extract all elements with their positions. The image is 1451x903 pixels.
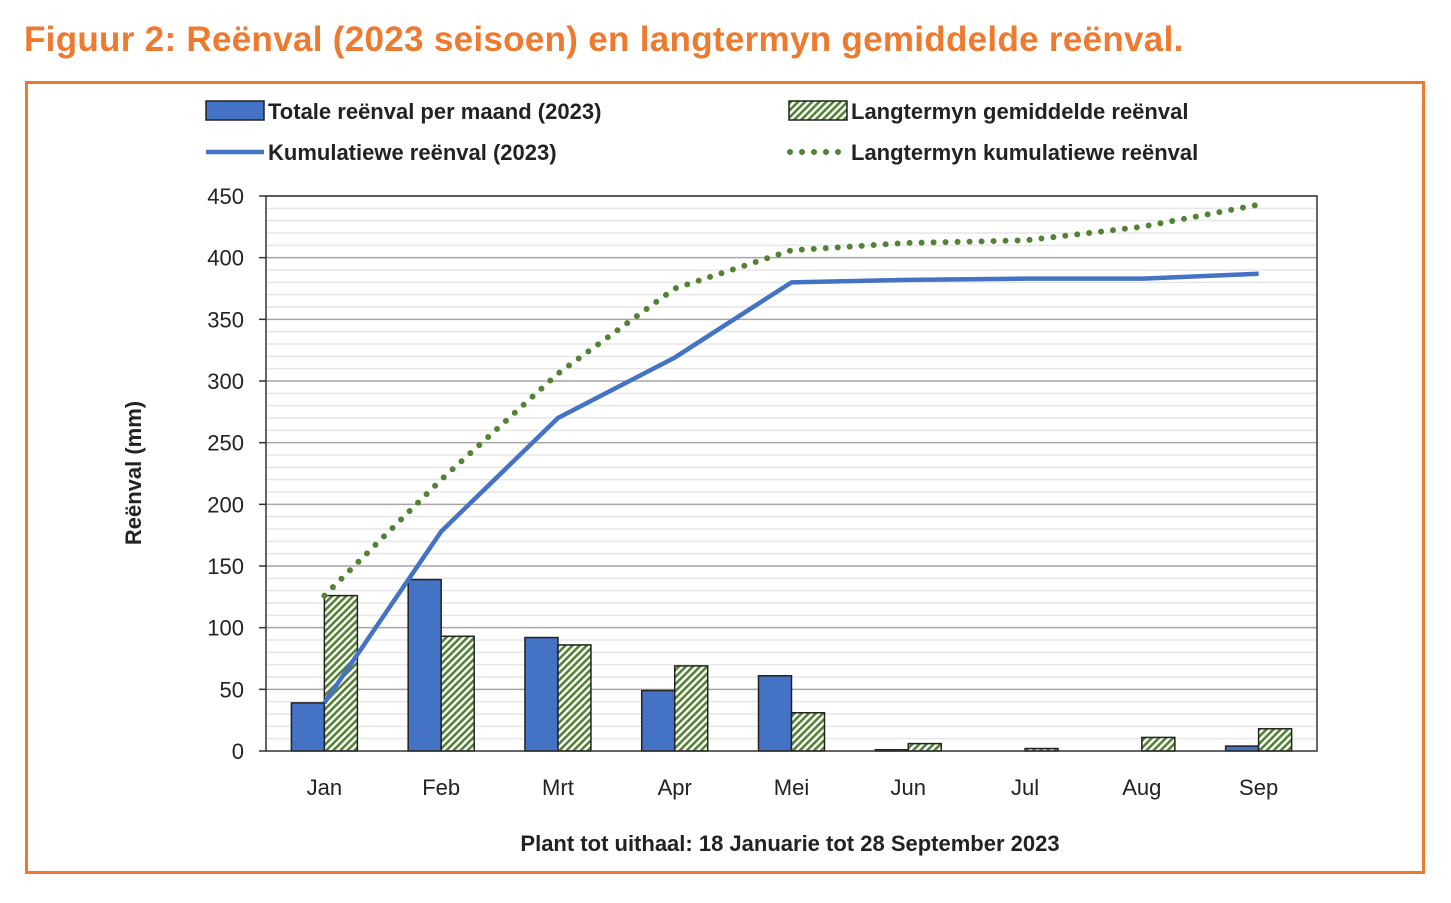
- line-longterm-cumulative: [321, 201, 1262, 599]
- x-axis-label: Plant tot uithaal: 18 Januarie tot 28 Se…: [520, 831, 1059, 856]
- y-tick-label: 350: [207, 307, 244, 332]
- bar-monthly-2023: [290, 702, 326, 752]
- x-tick-label: Apr: [658, 775, 692, 800]
- bar-longterm-avg: [557, 644, 592, 752]
- bar-longterm-avg: [790, 712, 826, 752]
- y-tick-label: 0: [232, 739, 244, 764]
- x-tick-label: Aug: [1122, 775, 1161, 800]
- chart-frame: [25, 81, 1425, 874]
- legend-label-longterm-avg: Langtermyn gemiddelde reënval: [851, 99, 1188, 124]
- y-tick-label: 250: [207, 431, 244, 456]
- y-tick-label: 450: [207, 184, 244, 209]
- legend-label-cumulative-2023: Kumulatiewe reënval (2023): [268, 140, 557, 165]
- bar-longterm-avg: [440, 635, 475, 752]
- x-tick-label: Jun: [891, 775, 926, 800]
- legend-swatch-monthly-2023: [205, 100, 265, 121]
- bar-monthly-2023: [524, 636, 559, 752]
- y-tick-label: 150: [207, 554, 244, 579]
- y-tick-label: 300: [207, 369, 244, 394]
- bar-monthly-2023: [757, 675, 793, 752]
- x-tick-label: Sep: [1239, 775, 1278, 800]
- bar-longterm-avg: [673, 665, 709, 752]
- bar-monthly-2023: [407, 578, 442, 752]
- bar-monthly-2023: [640, 689, 676, 752]
- x-tick-label: Jul: [1011, 775, 1039, 800]
- bar-longterm-avg: [907, 742, 943, 752]
- plot-area-border: [265, 195, 1318, 752]
- line-cumulative-2023: [322, 271, 1259, 705]
- bar-longterm-avg: [323, 594, 359, 752]
- figure-title: Figuur 2: Reënval (2023 seisoen) en lang…: [24, 20, 1184, 59]
- legend-label-longterm-cumulative: Langtermyn kumulatiewe reënval: [851, 140, 1198, 165]
- x-tick-label: Mrt: [542, 775, 574, 800]
- legend-swatch-longterm-avg: [788, 100, 848, 121]
- y-tick-label: 200: [207, 492, 244, 517]
- y-tick-label: 400: [207, 246, 244, 271]
- y-axis-label: Reënval (mm): [121, 401, 146, 545]
- y-tick-label: 100: [207, 616, 244, 641]
- bar-longterm-avg: [1141, 736, 1176, 752]
- x-tick-label: Feb: [422, 775, 460, 800]
- x-tick-label: Mei: [774, 775, 809, 800]
- legend-label-monthly-2023: Totale reënval per maand (2023): [268, 99, 601, 124]
- x-tick-label: Jan: [307, 775, 342, 800]
- bar-longterm-avg: [1257, 728, 1293, 752]
- y-tick-label: 50: [220, 677, 244, 702]
